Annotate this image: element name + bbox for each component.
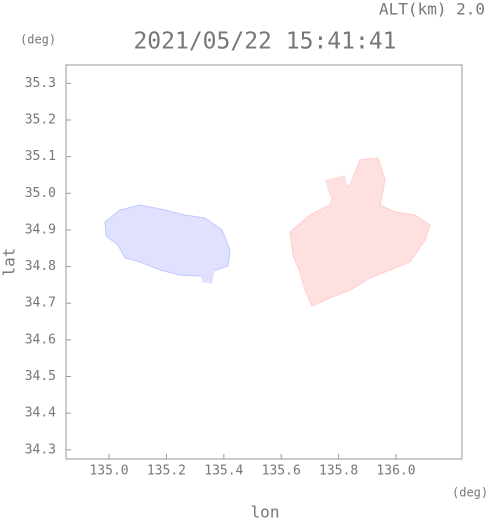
x-tick-label: 135.4 <box>204 464 243 479</box>
y-tick-label: 35.3 <box>25 76 56 91</box>
radar-echo-red <box>289 157 431 307</box>
x-tick-label: 135.6 <box>262 464 301 479</box>
x-tick-label: 135.8 <box>319 464 358 479</box>
x-tick-label: 135.0 <box>89 464 128 479</box>
radar-echo-blue <box>104 204 231 284</box>
y-tick-label: 34.4 <box>25 406 56 421</box>
y-tick-label: 34.9 <box>25 222 56 237</box>
y-tick-label: 34.7 <box>25 296 56 311</box>
y-tick-label: 34.8 <box>25 259 56 274</box>
y-tick-label: 35.0 <box>25 186 56 201</box>
y-axis-label: lat <box>0 248 19 277</box>
y-tick-label: 34.3 <box>25 442 56 457</box>
y-tick-label: 35.2 <box>25 112 56 127</box>
y-tick-label: 34.6 <box>25 332 56 347</box>
y-unit: (deg) <box>20 33 56 47</box>
altitude-label: ALT(km) 2.0 <box>379 0 485 19</box>
y-tick-label: 35.1 <box>25 149 56 164</box>
x-unit: (deg) <box>452 486 488 500</box>
x-tick-label: 135.2 <box>147 464 186 479</box>
x-axis-label: lon <box>251 503 280 521</box>
plot-frame <box>65 64 463 460</box>
chart-title: 2021/05/22 15:41:41 <box>133 29 396 55</box>
x-tick-label: 136.0 <box>376 464 415 479</box>
y-tick-label: 34.5 <box>25 369 56 384</box>
